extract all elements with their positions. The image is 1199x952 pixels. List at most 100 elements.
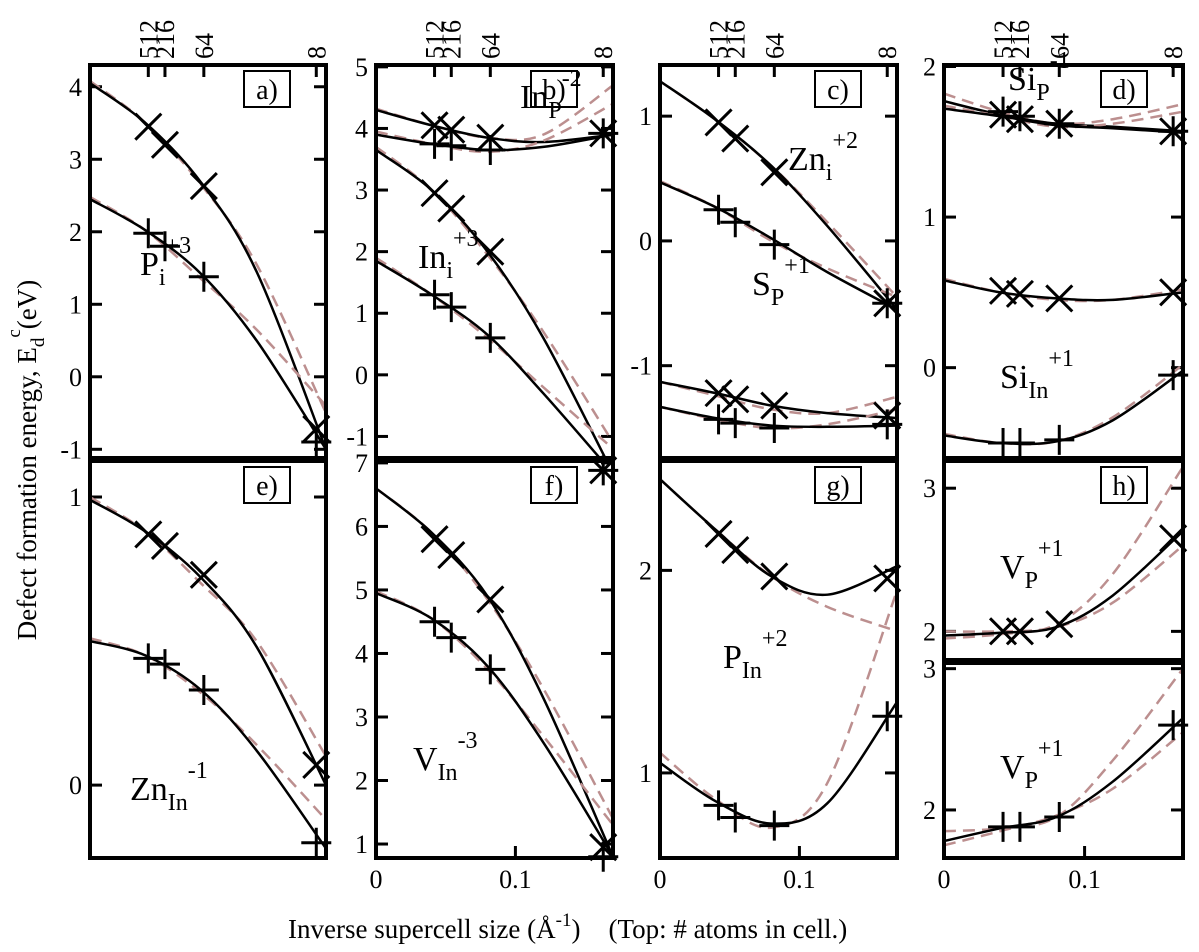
x-label-sup: -1	[556, 910, 572, 931]
annotation: Zni +2	[788, 128, 858, 186]
y-tick-label: -1	[630, 352, 652, 381]
data-point	[1044, 424, 1075, 455]
data-point	[1004, 811, 1035, 842]
fit-dashed	[90, 195, 326, 407]
frame	[374, 63, 615, 460]
x-label-close: )	[571, 914, 580, 944]
annotation: VP+1	[1000, 536, 1063, 594]
y-tick-label: 3	[355, 703, 368, 732]
y-tick-label: 4	[355, 114, 368, 143]
data-point	[760, 562, 789, 591]
annotation-base: P	[140, 246, 159, 283]
annotation: PIn+2	[723, 626, 787, 684]
top-tick-label: 216	[151, 20, 180, 59]
fit-dashed	[944, 544, 1183, 633]
top-tick-label: 64	[760, 33, 789, 59]
fit-line	[660, 701, 897, 825]
y-tick-label: 0	[69, 363, 82, 392]
x-axis-label: Inverse supercell size (Å-1) (Top: # atom…	[288, 910, 847, 944]
annotation-sub: In	[1028, 378, 1048, 404]
annotation-base: In	[418, 239, 446, 276]
annotation-base: Si	[1008, 61, 1036, 98]
y-tick-label: 2	[355, 238, 368, 267]
annotation-sub: i	[446, 258, 453, 284]
top-tick-label: 8	[1159, 46, 1188, 59]
y-tick-label: 4	[355, 639, 368, 668]
y-tick-label: 1	[639, 102, 652, 131]
y-tick-label: 1	[69, 483, 82, 512]
y-tick-label: 3	[69, 145, 82, 174]
panel-label: f)	[545, 471, 564, 502]
annotation-sup: -1	[1050, 48, 1070, 74]
data-point	[188, 261, 219, 292]
panel-label: a)	[256, 75, 278, 106]
fit-line	[376, 487, 613, 858]
annotation-base: V	[1000, 549, 1025, 586]
top-tick-label: 64	[476, 33, 505, 59]
fit-dashed	[376, 145, 613, 444]
frame	[88, 63, 328, 460]
data-point	[988, 276, 1018, 305]
y-tick-label: 4	[69, 73, 82, 102]
annotation-sup: +1	[784, 253, 810, 279]
data-point	[437, 540, 466, 570]
y-tick-label: 3	[923, 474, 936, 503]
panel-label-box	[1100, 70, 1148, 108]
fit-dashed	[376, 102, 613, 154]
fit-line	[90, 498, 326, 786]
annotation-base: Si	[1000, 359, 1028, 396]
plot-area	[944, 667, 1183, 847]
data-point	[1005, 617, 1034, 646]
data-point	[1045, 610, 1074, 639]
y-tick-label: 2	[355, 767, 368, 796]
data-point	[437, 194, 466, 223]
data-point	[760, 158, 789, 187]
y-tick-label: 2	[923, 53, 936, 82]
annotation: Pi+3	[140, 233, 191, 291]
y-label-unit: (eV)	[12, 280, 42, 329]
data-point	[721, 124, 750, 153]
frame	[374, 459, 615, 860]
y-tick-label: 1	[923, 203, 936, 232]
data-point	[133, 643, 164, 674]
plot-area	[660, 478, 897, 830]
annotation-sub: P	[1036, 80, 1049, 106]
annotation-base: S	[752, 266, 771, 303]
annotation-sup: -1	[188, 758, 208, 784]
panel-label: d)	[1112, 75, 1135, 106]
frame	[942, 661, 1185, 860]
frame	[658, 63, 899, 460]
data-point	[720, 408, 751, 439]
annotation-sup: +3	[166, 233, 192, 259]
plot-area	[90, 495, 326, 850]
fit-line	[660, 181, 897, 311]
y-tick-label: 3	[923, 655, 936, 684]
data-point	[188, 675, 219, 706]
panel-label: g)	[826, 471, 849, 502]
data-point	[760, 391, 789, 420]
data-point	[721, 536, 750, 565]
top-tick-label: 216	[1006, 20, 1035, 59]
y-tick-label: 5	[355, 53, 368, 82]
panel: 1 2 3 4 5 6 7 0 0.1 f) VIn-3	[355, 449, 619, 894]
top-tick-label: 512	[989, 20, 1018, 59]
annotation-sub: i	[159, 265, 166, 291]
data-point	[475, 135, 506, 166]
annotation-sub: In	[742, 658, 762, 684]
y-tick-label: 0	[639, 227, 652, 256]
data-point	[720, 207, 751, 238]
x-tick-label: 0	[938, 865, 951, 894]
panel-label-box	[530, 466, 578, 504]
data-point	[704, 379, 733, 408]
y-tick-label: -1	[346, 422, 368, 451]
panel-label-box	[530, 70, 578, 108]
annotation-sub: In	[438, 760, 458, 786]
data-point	[419, 128, 450, 159]
panel-label-box	[243, 70, 291, 108]
data-point	[721, 385, 750, 414]
y-tick-label: 1	[355, 830, 368, 859]
annotation: Ini+3	[418, 226, 479, 284]
annotation-sub: P	[771, 285, 784, 311]
